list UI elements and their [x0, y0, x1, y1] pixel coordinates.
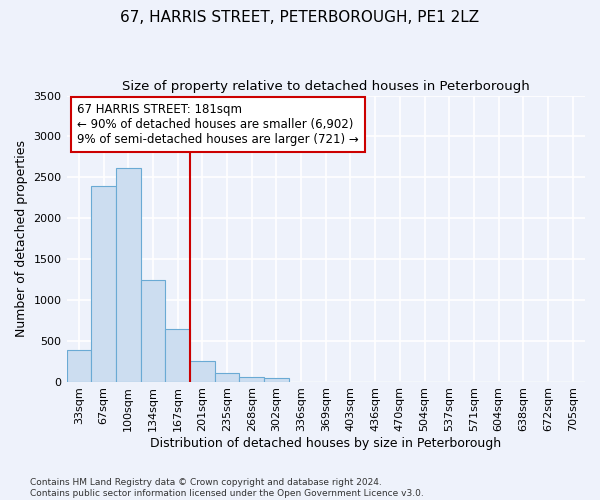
Bar	[165, 330, 190, 382]
Bar	[67, 350, 91, 382]
Bar	[140, 280, 165, 382]
Y-axis label: Number of detached properties: Number of detached properties	[15, 140, 28, 337]
Text: Contains HM Land Registry data © Crown copyright and database right 2024.
Contai: Contains HM Land Registry data © Crown c…	[30, 478, 424, 498]
Bar	[215, 374, 239, 382]
Bar	[116, 168, 140, 382]
Bar	[190, 361, 215, 382]
Bar	[91, 186, 116, 382]
X-axis label: Distribution of detached houses by size in Peterborough: Distribution of detached houses by size …	[150, 437, 502, 450]
Bar	[239, 377, 264, 382]
Text: 67 HARRIS STREET: 181sqm
← 90% of detached houses are smaller (6,902)
9% of semi: 67 HARRIS STREET: 181sqm ← 90% of detach…	[77, 102, 359, 146]
Title: Size of property relative to detached houses in Peterborough: Size of property relative to detached ho…	[122, 80, 530, 93]
Bar	[264, 378, 289, 382]
Text: 67, HARRIS STREET, PETERBOROUGH, PE1 2LZ: 67, HARRIS STREET, PETERBOROUGH, PE1 2LZ	[121, 10, 479, 25]
